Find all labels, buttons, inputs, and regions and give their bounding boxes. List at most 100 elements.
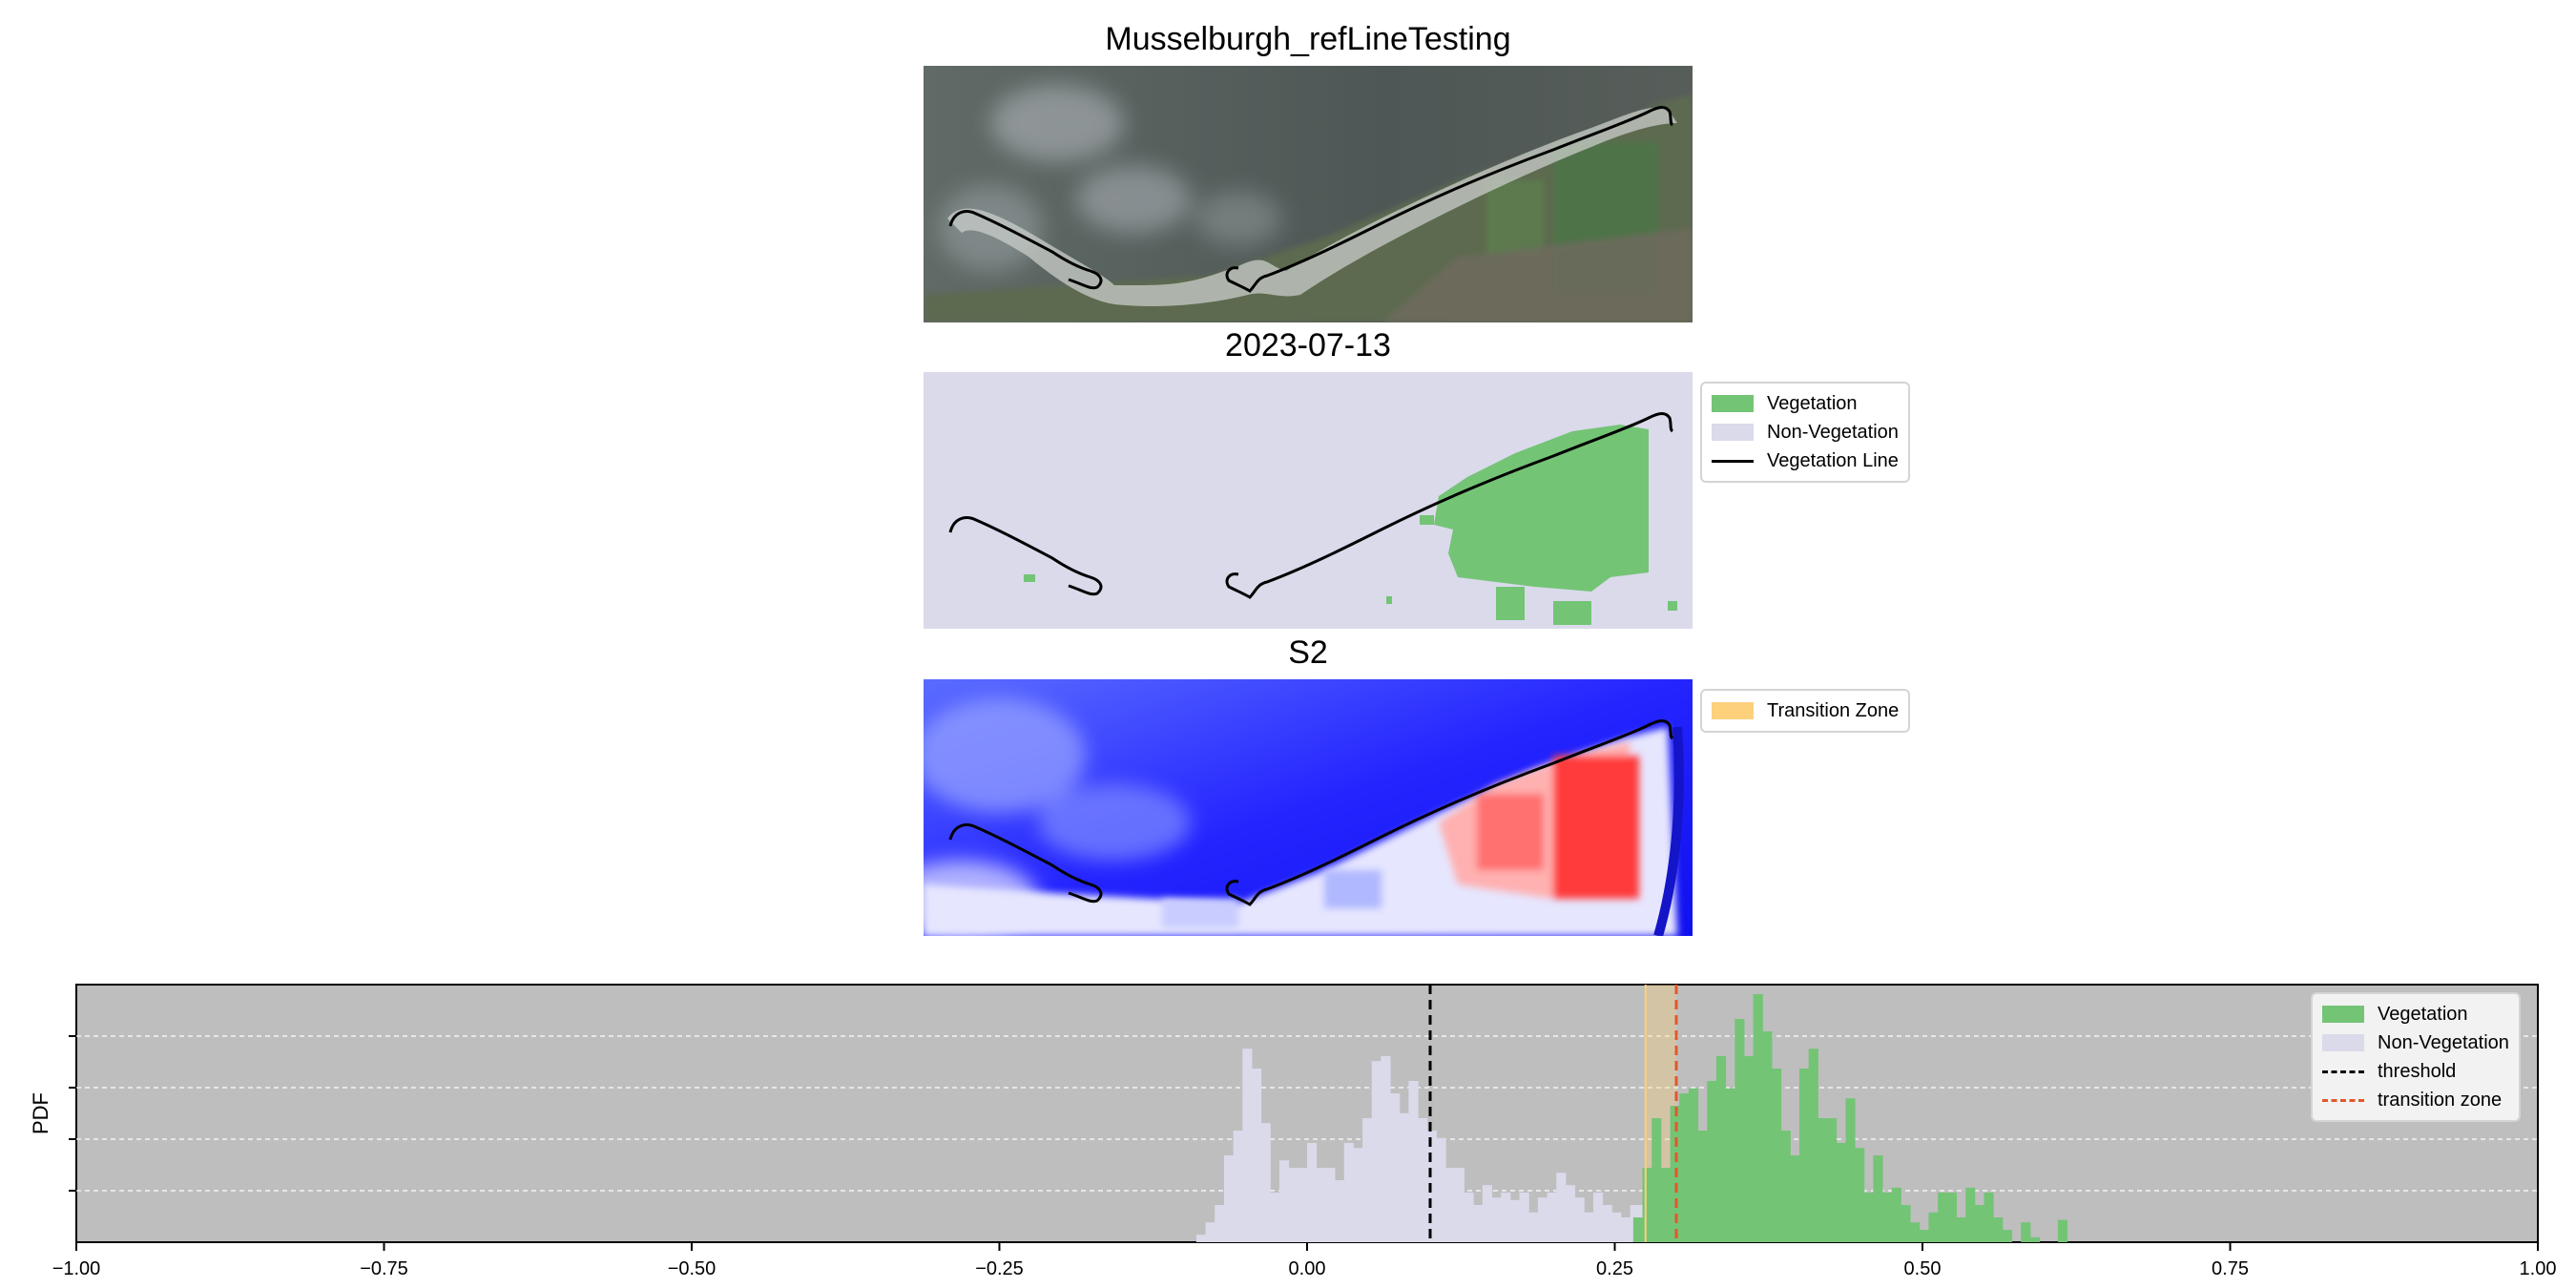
histogram-bar <box>1426 1131 1437 1242</box>
histogram-bar <box>1611 1212 1622 1242</box>
histogram-bar <box>1632 1217 1644 1242</box>
histogram-bar <box>1436 1137 1446 1242</box>
histogram-bar <box>1482 1185 1492 1242</box>
histogram-bar <box>1956 1217 1966 1242</box>
histogram-bar <box>1325 1168 1336 1242</box>
histogram-bar <box>1501 1193 1511 1242</box>
histogram-bar <box>1827 1118 1838 1242</box>
vegetation-line <box>948 412 1674 599</box>
reference-lines <box>1428 985 1678 1242</box>
legend-label: Non-Vegetation <box>1767 421 1899 443</box>
histogram-bar <box>1509 1199 1521 1242</box>
classification-map <box>924 372 1693 629</box>
vegetation-line <box>948 106 1674 293</box>
x-tick-label: 1.00 <box>2520 1258 2557 1279</box>
histogram-bar <box>1818 1118 1828 1242</box>
histogram-bar <box>2021 1222 2031 1242</box>
rgb-panel-title: Musselburgh_refLineTesting <box>1105 21 1511 57</box>
histogram-bar <box>1408 1081 1419 1242</box>
non-vegetation-bars <box>1195 1049 1705 1242</box>
histogram-bar <box>1946 1193 1957 1242</box>
histogram-bar <box>1697 1131 1708 1242</box>
legend-entry-non-vegetation: Non-Vegetation <box>2322 1028 2509 1057</box>
x-axis: −1.00 −0.75 −0.50 −0.25 0.00 0.25 0.50 0.75 1.00 <box>52 1242 2557 1279</box>
histogram-bar <box>1260 1123 1271 1242</box>
histogram-bar <box>1919 1230 1929 1242</box>
histogram-bar <box>1863 1193 1874 1242</box>
legend-swatch <box>1712 459 1754 463</box>
y-axis-label: PDF <box>29 1092 52 1134</box>
histogram-bar <box>1491 1197 1502 1242</box>
histogram-bar <box>1528 1212 1539 1242</box>
legend-entry-non-vegetation: Non-Vegetation <box>1712 418 1899 447</box>
histogram-bar <box>1901 1205 1911 1242</box>
x-tick-label: −0.25 <box>975 1258 1024 1279</box>
histogram-bar <box>1519 1193 1529 1242</box>
histogram-bar <box>1743 1056 1755 1242</box>
histogram-bar <box>1362 1118 1373 1242</box>
histogram-bar <box>1278 1160 1290 1242</box>
histogram-bar <box>1780 1131 1791 1242</box>
index-panel-title: S2 <box>1288 634 1328 671</box>
histogram-bar <box>1602 1205 1612 1242</box>
classification-legend: Vegetation Non-Vegetation Vegetation Line <box>1700 382 1910 483</box>
histogram-bar <box>1910 1222 1921 1242</box>
histogram-bar <box>1707 1081 1717 1242</box>
legend-label: Vegetation <box>1767 392 1858 414</box>
histogram-bar <box>1454 1168 1465 1242</box>
histogram-bar <box>1855 1148 1865 1242</box>
histogram-bar <box>2002 1230 2013 1242</box>
x-tick-label: 0.00 <box>1289 1258 1326 1279</box>
histogram-bar <box>1725 1088 1735 1242</box>
histogram-bar <box>1584 1212 1594 1242</box>
rgb-satellite-image <box>924 66 1693 322</box>
histogram-bar <box>1537 1197 1548 1242</box>
histogram-bar <box>1735 1019 1745 1242</box>
index-map <box>924 679 1693 936</box>
legend-swatch <box>1712 395 1754 412</box>
legend-swatch <box>2322 1006 2364 1023</box>
histogram-bar <box>1592 1193 1604 1242</box>
legend-label: Vegetation <box>2378 1003 2468 1025</box>
histogram-bar <box>1298 1168 1308 1242</box>
legend-entry-vegetation: Vegetation <box>2322 1000 2509 1028</box>
histogram-bar <box>1343 1143 1354 1242</box>
histogram-bar <box>1965 1187 1976 1242</box>
legend-swatch <box>1712 424 1754 441</box>
histogram-bar <box>1974 1205 1984 1242</box>
histogram-bar <box>1679 1093 1690 1242</box>
x-tick-label: 0.25 <box>1596 1258 1633 1279</box>
legend-label: transition zone <box>2378 1089 2503 1111</box>
histogram-bar <box>1445 1168 1456 1242</box>
histogram-bar <box>1565 1185 1576 1242</box>
legend-entry-vegetation: Vegetation <box>1712 389 1899 418</box>
histogram-bar <box>1652 1118 1662 1242</box>
histogram-bar <box>1891 1187 1901 1242</box>
histogram-bar <box>1660 1168 1672 1242</box>
classification-panel-title: 2023-07-13 <box>1225 327 1391 364</box>
histogram-bar <box>1836 1143 1846 1242</box>
histogram-bar <box>1205 1222 1215 1242</box>
x-tick-label: 0.50 <box>1904 1258 1942 1279</box>
histogram-bar <box>1215 1205 1225 1242</box>
legend-entry-threshold: threshold <box>2322 1057 2509 1086</box>
histogram-bar <box>1473 1205 1484 1242</box>
histogram-bar <box>1845 1098 1856 1242</box>
legend-label: Non-Vegetation <box>2378 1031 2509 1053</box>
legend-swatch <box>2322 1034 2364 1051</box>
histogram-bar <box>1882 1193 1893 1242</box>
histogram-bar <box>1715 1056 1727 1242</box>
histogram-bar <box>1688 1088 1699 1242</box>
histogram-bar <box>1547 1193 1557 1242</box>
legend-swatch <box>2322 1098 2364 1102</box>
legend-label: Transition Zone <box>1767 699 1900 721</box>
histogram-bar <box>1790 1155 1800 1242</box>
histogram-legend: Vegetation Non-Vegetation threshold transit… <box>2311 992 2521 1122</box>
histogram-bar <box>1642 1168 1652 1242</box>
histogram-chart: −1.00 −0.75 −0.50 −0.25 0.00 0.25 0.50 0.75 1.00… <box>29 984 2557 1279</box>
histogram-bar <box>1270 1193 1280 1242</box>
histogram-bar <box>1335 1180 1345 1242</box>
vegetation-bars <box>1632 994 2068 1242</box>
histogram-bar <box>1288 1168 1298 1242</box>
histogram-bar <box>1399 1112 1409 1242</box>
